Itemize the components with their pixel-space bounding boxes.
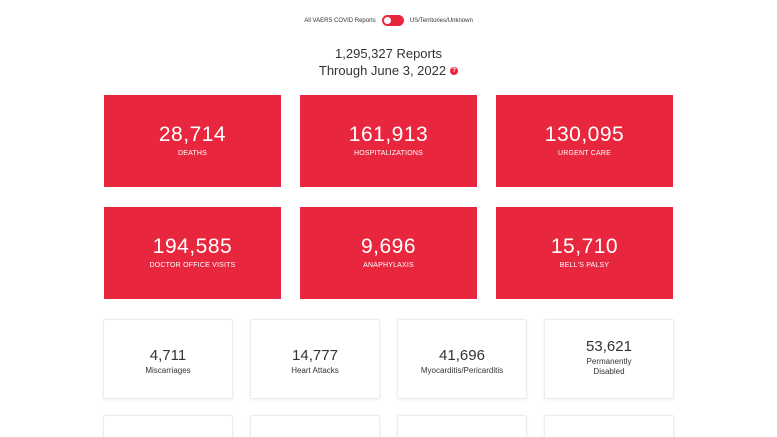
report-date: Through June 3, 2022 — [318, 63, 447, 78]
next-row-card-3[interactable] — [397, 415, 527, 437]
myocarditis-card[interactable]: 41,696 Myocarditis/Pericarditis — [397, 319, 527, 399]
next-row-card-1[interactable] — [103, 415, 233, 437]
toggle-knob — [383, 17, 391, 24]
us-territories-label: US/Territories/Unknown — [409, 17, 473, 24]
permanently-disabled-value: 53,621 — [586, 338, 632, 355]
doctor-office-visits-label: DOCTOR OFFICE VISITS — [149, 262, 236, 269]
heart-attacks-label: Heart Attacks — [291, 366, 339, 375]
heart-attacks-value: 14,777 — [292, 347, 338, 364]
heart-attacks-card[interactable]: 14,777 Heart Attacks — [250, 319, 380, 399]
miscarriages-label: Miscarriages — [145, 366, 191, 375]
anaphylaxis-value: 9,696 — [360, 235, 417, 258]
myocarditis-value: 41,696 — [439, 347, 485, 364]
permanently-disabled-label-line2: Disabled — [593, 367, 625, 376]
deaths-card[interactable]: 28,714 DEATHS — [104, 95, 281, 187]
all-reports-label: All VAERS COVID Reports — [304, 17, 376, 24]
doctor-office-visits-card[interactable]: 194,585 DOCTOR OFFICE VISITS — [104, 207, 281, 299]
hospitalizations-card[interactable]: 161,913 HOSPITALIZATIONS — [300, 95, 477, 187]
urgent-care-value: 130,095 — [544, 123, 625, 146]
hospitalizations-value: 161,913 — [348, 123, 429, 146]
anaphylaxis-label: ANAPHYLAXIS — [363, 262, 414, 269]
deaths-value: 28,714 — [158, 123, 227, 146]
help-icon[interactable]: ? — [450, 67, 459, 75]
permanently-disabled-card[interactable]: 53,621 Permanently Disabled — [544, 319, 674, 399]
report-scope-toggle-row: All VAERS COVID Reports US/Territories/U… — [0, 15, 777, 26]
hospitalizations-label: HOSPITALIZATIONS — [353, 150, 424, 157]
bells-palsy-card[interactable]: 15,710 BELL'S PALSY — [496, 207, 673, 299]
permanently-disabled-label-line1: Permanently — [586, 357, 632, 366]
doctor-office-visits-value: 194,585 — [152, 235, 233, 258]
miscarriages-value: 4,711 — [149, 347, 187, 364]
next-row-card-2[interactable] — [250, 415, 380, 437]
scope-toggle-switch[interactable] — [381, 15, 404, 26]
next-row-card-4[interactable] — [544, 415, 674, 437]
deaths-label: DEATHS — [177, 150, 208, 157]
myocarditis-label: Myocarditis/Pericarditis — [420, 366, 504, 375]
bells-palsy-value: 15,710 — [550, 235, 619, 258]
report-summary: 1,295,327 Reports Through June 3, 2022 ? — [0, 46, 777, 80]
report-count: 1,295,327 Reports — [335, 46, 442, 61]
miscarriages-card[interactable]: 4,711 Miscarriages — [103, 319, 233, 399]
anaphylaxis-card[interactable]: 9,696 ANAPHYLAXIS — [300, 207, 477, 299]
urgent-care-label: URGENT CARE — [557, 150, 612, 157]
report-date-line: Through June 3, 2022 ? — [318, 62, 459, 80]
bells-palsy-label: BELL'S PALSY — [559, 262, 610, 269]
urgent-care-card[interactable]: 130,095 URGENT CARE — [496, 95, 673, 187]
